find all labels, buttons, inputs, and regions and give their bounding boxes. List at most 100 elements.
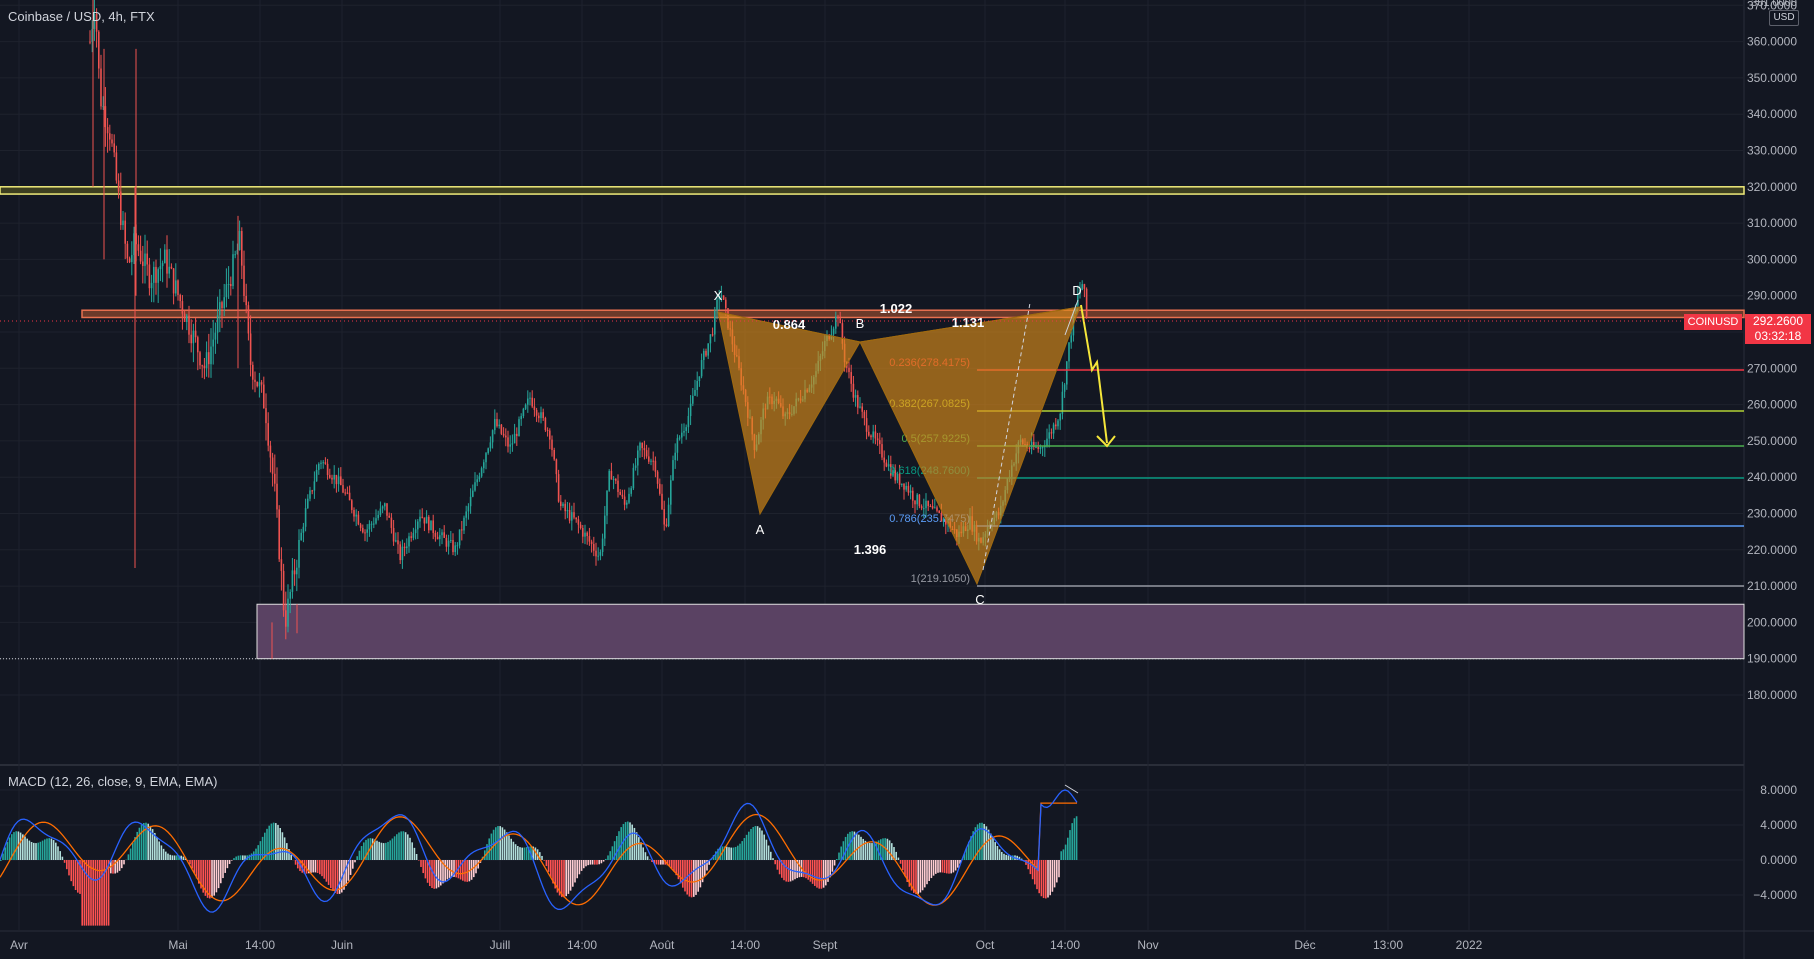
- macd-histogram-bar: [932, 860, 935, 876]
- macd-histogram-bar: [506, 832, 508, 860]
- macd-histogram-bar: [1009, 855, 1012, 860]
- candle-body: [667, 504, 670, 526]
- macd-histogram-bar: [596, 860, 598, 865]
- macd-histogram-bar: [488, 838, 490, 860]
- candle-body: [480, 468, 483, 477]
- harmonic-pattern[interactable]: X A B C D 0.864 1.022 1.131 1.396: [714, 283, 1082, 607]
- candle-body: [1035, 446, 1037, 448]
- macd-histogram-bar: [281, 832, 284, 860]
- macd-title[interactable]: MACD (12, 26, close, 9, EMA, EMA): [8, 774, 218, 789]
- candle-body: [890, 464, 892, 476]
- macd-histogram-bar: [473, 860, 475, 878]
- candle-body: [117, 180, 120, 192]
- pattern-point-a: A: [756, 522, 765, 537]
- macd-histogram-bar: [640, 842, 642, 860]
- candle-body: [540, 412, 542, 419]
- candle-body: [302, 526, 305, 533]
- macd-histogram-bar: [930, 860, 933, 879]
- macd-histogram-bar: [877, 840, 880, 860]
- candle-body: [654, 460, 657, 472]
- macd-histogram-bar: [895, 851, 897, 860]
- macd-histogram-bar: [567, 860, 570, 894]
- macd-histogram-bar: [752, 826, 754, 860]
- macd-histogram-bar: [822, 860, 825, 888]
- candle-body: [1028, 447, 1031, 450]
- macd-histogram-bar: [409, 837, 411, 860]
- macd-histogram-bar: [453, 860, 455, 877]
- candle-body: [304, 508, 307, 527]
- candle-body: [485, 453, 487, 463]
- candle-body: [329, 475, 331, 478]
- candle-body: [318, 463, 320, 470]
- pattern-point-b: B: [856, 316, 865, 331]
- candle-body: [648, 456, 650, 462]
- candle-body: [181, 301, 184, 314]
- macd-histogram-bar: [851, 831, 853, 860]
- macd-histogram-bar: [147, 823, 149, 860]
- macd-histogram-bar: [638, 837, 640, 860]
- macd-histogram-bar: [154, 832, 156, 860]
- candle-body: [364, 532, 366, 534]
- macd-axis[interactable]: 8.0000 4.0000 0.0000 −4.0000: [1753, 783, 1797, 902]
- currency-button[interactable]: USD: [1769, 10, 1799, 26]
- macd-histogram-bar: [563, 860, 565, 898]
- macd-histogram-bar: [737, 845, 739, 860]
- macd-histogram-bar: [996, 845, 999, 860]
- candle-body: [505, 435, 507, 438]
- macd-histogram-bar: [875, 841, 878, 860]
- macd-histogram-bar: [244, 855, 246, 860]
- macd-histogram-bar: [829, 860, 831, 878]
- macd-histogram-bar: [888, 840, 891, 860]
- pattern-ratio-label: 1.022: [880, 301, 913, 316]
- candle-body: [637, 450, 639, 466]
- candle-body: [938, 510, 940, 513]
- macd-histogram-bar: [862, 838, 864, 860]
- candle-body: [586, 532, 588, 537]
- macd-histogram-bar: [728, 847, 730, 860]
- candle-body: [337, 476, 340, 485]
- macd-histogram-bar: [712, 854, 715, 860]
- macd-histogram-bar: [420, 860, 422, 867]
- candle-body: [252, 364, 254, 380]
- macd-histogram-bar: [490, 833, 493, 860]
- candle-body: [159, 266, 162, 270]
- candle-body: [300, 532, 302, 540]
- macd-histogram-bar: [195, 860, 198, 879]
- symbol-title[interactable]: Coinbase / USD, 4h, FTX: [8, 9, 155, 24]
- candle-body: [146, 253, 148, 265]
- macd-histogram-bar: [358, 850, 361, 860]
- candle-body: [597, 555, 599, 557]
- macd-histogram-bar: [965, 847, 968, 860]
- candle-body: [604, 515, 606, 539]
- macd-histogram-bar: [532, 846, 534, 860]
- price-axis[interactable]: 380.0000370.0000360.0000350.0000340.0000…: [1747, 0, 1797, 702]
- candle-body: [705, 350, 707, 356]
- macd-histogram-bar: [325, 860, 328, 882]
- macd-histogram-bar: [116, 860, 119, 873]
- candle-body: [452, 540, 454, 553]
- candle-body: [230, 284, 232, 287]
- candle-body: [1077, 294, 1079, 306]
- macd-histogram-bar: [831, 860, 834, 872]
- macd-histogram-bar: [655, 860, 658, 865]
- candle-body: [703, 350, 705, 361]
- macd-histogram-bar: [4, 847, 6, 860]
- price-tick-label: 360.0000: [1747, 35, 1797, 49]
- macd-histogram-bar: [312, 860, 314, 873]
- candle-body: [1066, 361, 1068, 385]
- macd-histogram-bar: [314, 860, 317, 873]
- macd-histogram-bar: [935, 860, 937, 874]
- macd-histogram-bar: [739, 843, 741, 860]
- candle-body: [848, 367, 850, 373]
- candle-body: [91, 28, 93, 42]
- candle-body: [573, 512, 575, 518]
- support-resistance-zones[interactable]: [0, 186, 1745, 660]
- macd-histogram-bar: [688, 860, 691, 897]
- macd-histogram-bar: [521, 847, 523, 860]
- candle-body: [1059, 413, 1061, 421]
- time-axis[interactable]: Avr Mai 14:00 Juin Juill 14:00 Août 14:00 Sept Oc…: [10, 938, 1483, 952]
- macd-histogram-bar: [169, 854, 171, 860]
- projection-arrow[interactable]: [1064, 299, 1116, 448]
